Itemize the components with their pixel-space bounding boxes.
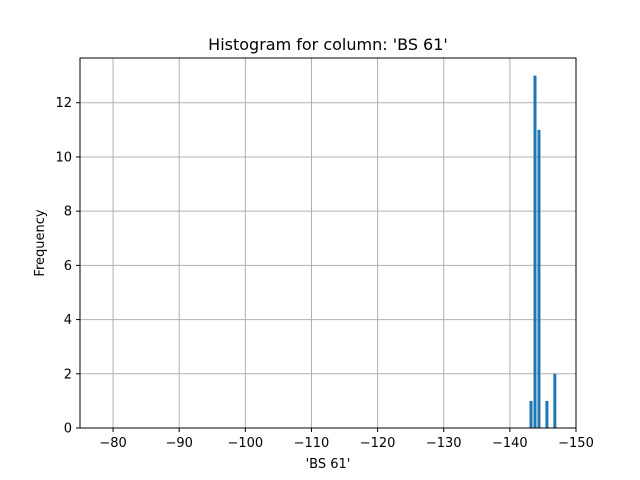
y-tick-label: 10 — [55, 150, 72, 165]
histogram-bar — [553, 373, 557, 428]
x-tick-label: −150 — [558, 436, 594, 451]
grid-lines — [80, 58, 577, 429]
x-tick-label: −140 — [492, 436, 528, 451]
x-tick-label: −120 — [360, 436, 396, 451]
y-axis-ticks: 0 2 4 6 8 10 12 — [55, 96, 80, 437]
y-tick-label: 2 — [64, 367, 72, 382]
histogram-bars — [529, 75, 557, 429]
y-tick-label: 4 — [64, 313, 72, 328]
x-tick-label: −130 — [426, 436, 462, 451]
chart-title: Histogram for column: 'BS 61' — [208, 35, 448, 54]
x-tick-label: −100 — [227, 436, 263, 451]
x-tick-label: −90 — [165, 436, 192, 451]
histogram-bar — [529, 400, 533, 428]
y-tick-label: 8 — [64, 205, 72, 220]
x-axis-ticks: −80 −90 −100 −110 −120 −130 −140 −150 — [99, 428, 594, 451]
x-axis-label: 'BS 61' — [306, 457, 351, 472]
y-axis-label: Frequency — [33, 209, 48, 276]
x-tick-label: −80 — [99, 436, 126, 451]
histogram-bar — [533, 75, 537, 428]
x-tick-label: −110 — [294, 436, 330, 451]
y-tick-label: 12 — [55, 96, 72, 111]
y-tick-label: 6 — [64, 259, 72, 274]
histogram-bar — [537, 129, 541, 429]
histogram-bar — [545, 400, 549, 428]
plot-frame — [79, 57, 577, 429]
y-tick-label: 0 — [64, 422, 72, 437]
